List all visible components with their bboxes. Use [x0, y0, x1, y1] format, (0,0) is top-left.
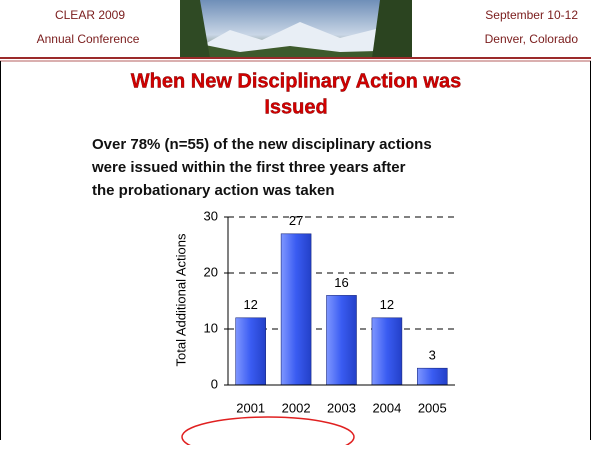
- value-label: 3: [429, 348, 436, 363]
- subtitle: Over 78% (n=55) of the new disciplinary …: [92, 136, 432, 153]
- bar: [280, 233, 312, 386]
- x-tick-label: 2003: [327, 400, 356, 415]
- header-text: Denver, Colorado: [485, 32, 579, 46]
- header-text: Annual Conference: [37, 32, 140, 46]
- header-text: September 10-12: [485, 8, 578, 22]
- plot: 0 10 20 30 2001 12 2002 27 2003 16 2004 12 2005 3: [204, 208, 455, 415]
- x-tick-label: 2002: [282, 400, 311, 415]
- value-label: 12: [243, 297, 257, 312]
- header-text: CLEAR 2009: [55, 8, 125, 22]
- y-tick-label: 10: [204, 320, 218, 335]
- bar: [371, 317, 403, 386]
- subtitle: were issued within the first three years…: [91, 159, 406, 176]
- slide-title: Issued: [264, 96, 327, 118]
- header-image: [180, 0, 412, 58]
- slide-title: When New Disciplinary Action was: [131, 70, 461, 92]
- highlight-ellipse: [181, 416, 355, 450]
- subtitle: the probationary action was taken: [92, 182, 335, 199]
- x-tick-label: 2004: [372, 400, 401, 415]
- x-tick-label: 2001: [236, 400, 265, 415]
- bar: [326, 295, 357, 386]
- value-label: 12: [380, 297, 394, 312]
- y-tick-label: 20: [204, 264, 218, 279]
- x-tick-label: 2005: [418, 400, 447, 415]
- value-label: 27: [289, 213, 303, 228]
- bar: [417, 367, 448, 386]
- value-label: 16: [334, 275, 348, 290]
- y-tick-label: 30: [204, 208, 218, 223]
- bar: [235, 317, 266, 386]
- y-axis-label: Total Additional Actions: [173, 233, 188, 366]
- y-tick-label: 0: [211, 376, 218, 391]
